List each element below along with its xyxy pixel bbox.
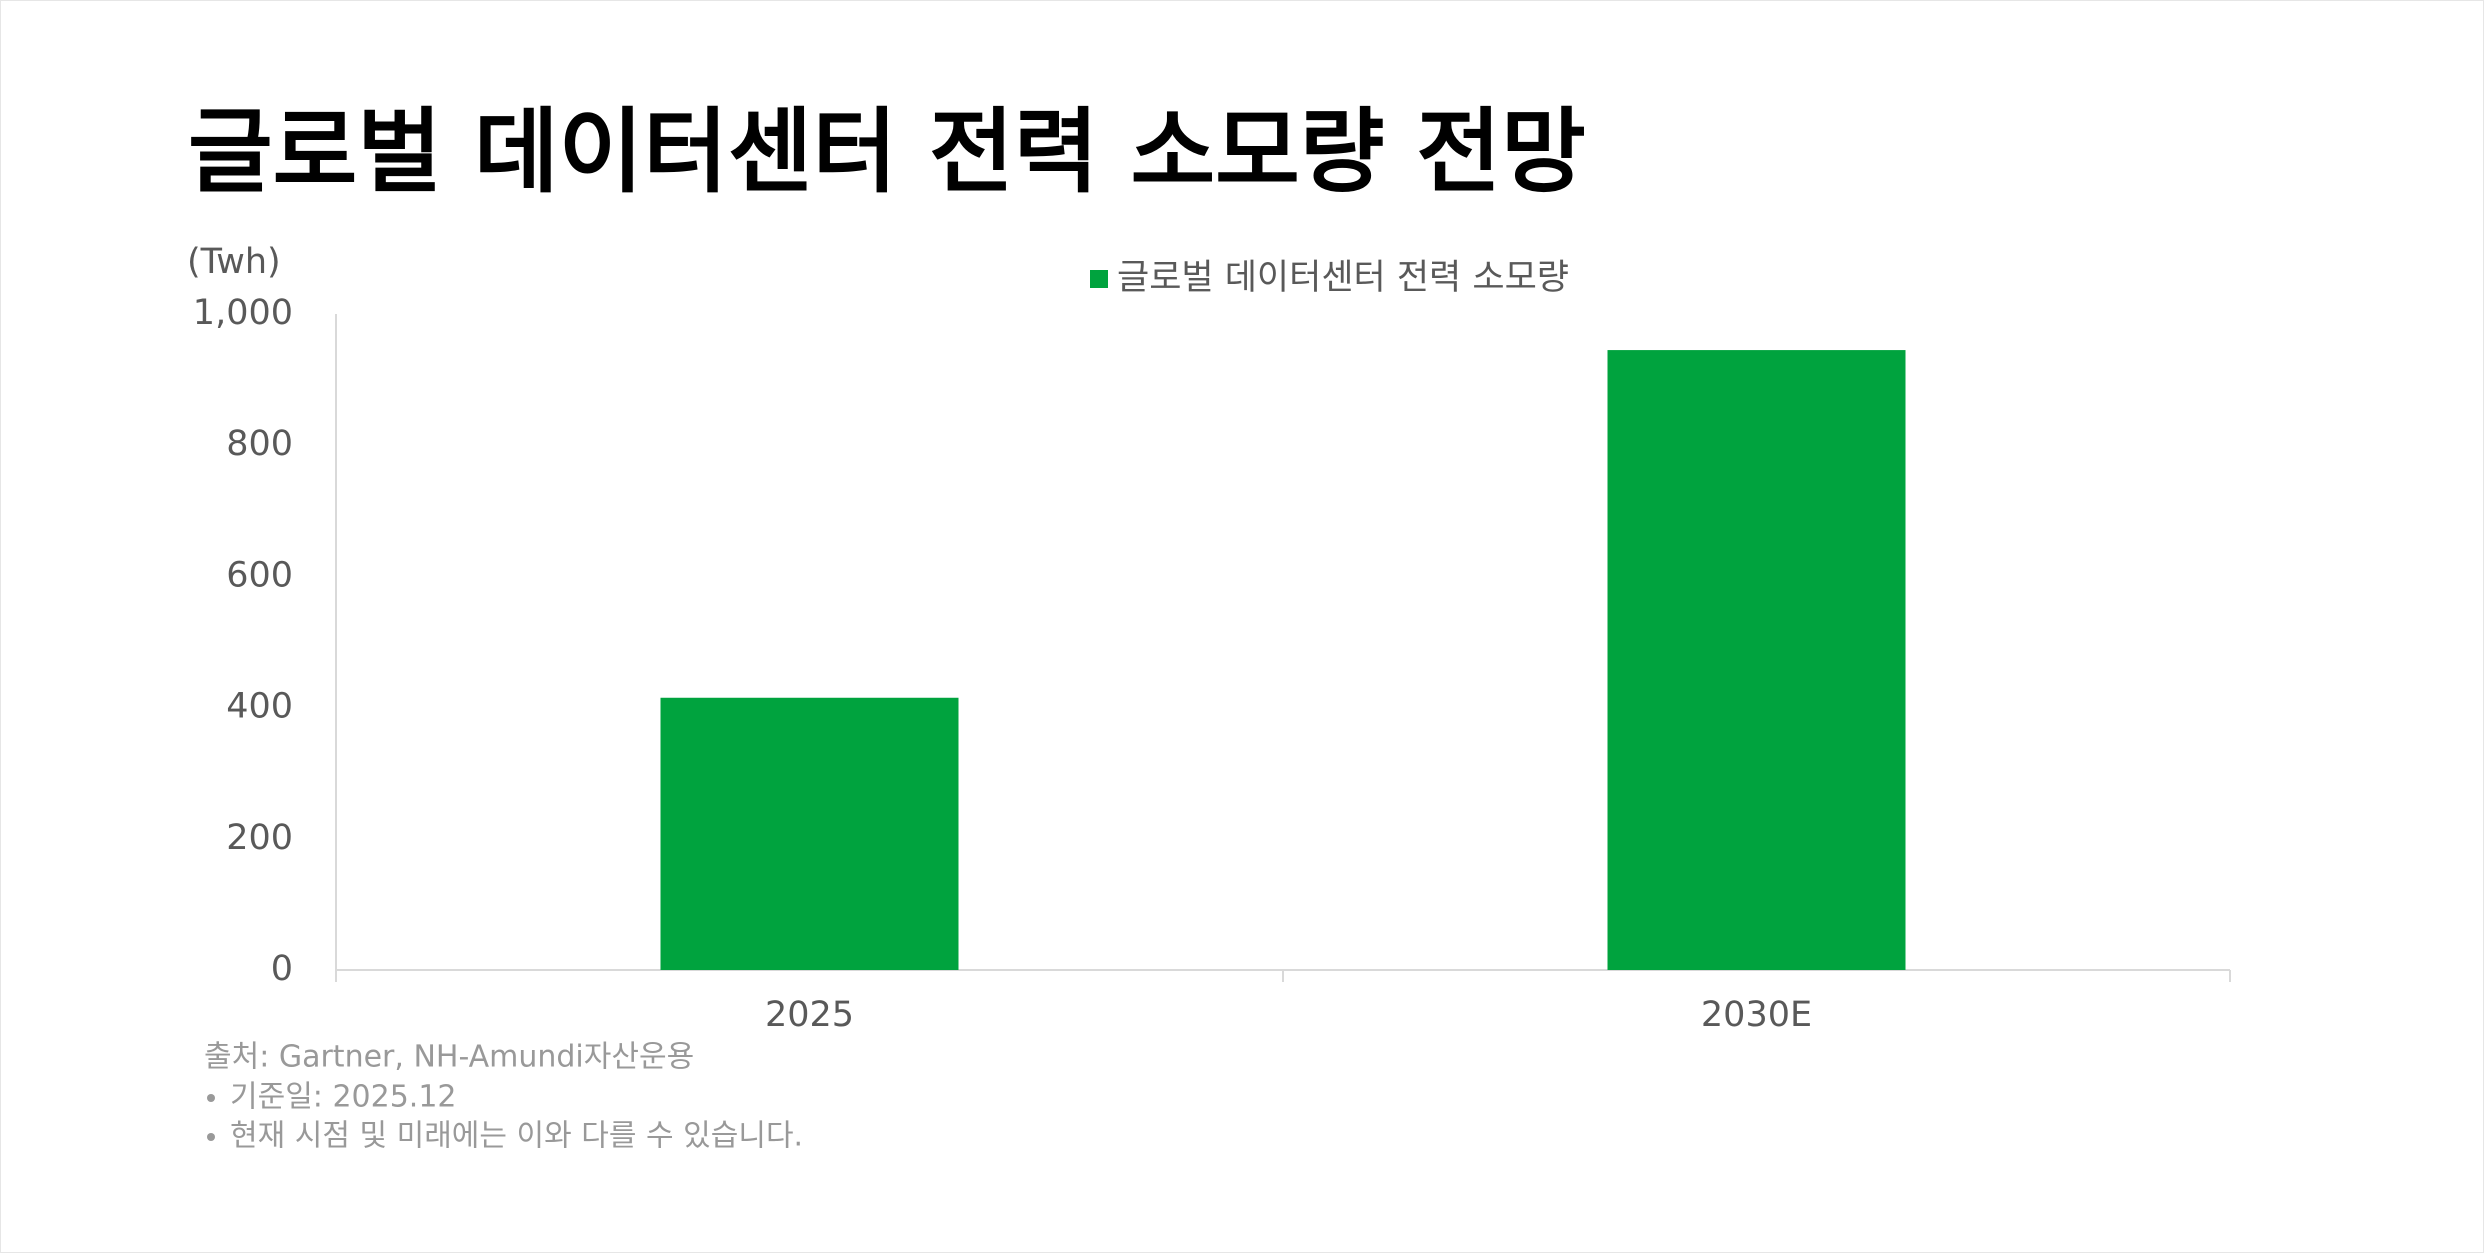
- y-unit: (Twh): [187, 242, 281, 282]
- bar: [1607, 350, 1906, 971]
- y-tick-label: 1,000: [193, 293, 293, 333]
- y-tick-label: 800: [226, 424, 293, 464]
- x-tick-label: 2030E: [1701, 995, 1812, 1035]
- chart-title: 글로벌 데이터센터 전력 소모량 전망: [188, 98, 1586, 205]
- legend-swatch: [1090, 270, 1108, 288]
- y-tick-label: 400: [226, 687, 293, 727]
- bar: [660, 697, 959, 970]
- y-tick-label: 600: [226, 555, 293, 595]
- source: 출처: Gartner, NH-Amundi자산운용: [204, 1040, 694, 1075]
- bullet: [207, 1133, 215, 1141]
- note: 기준일: 2025.12: [230, 1080, 457, 1115]
- y-tick-label: 200: [226, 818, 293, 858]
- x-tick-label: 2025: [765, 995, 854, 1035]
- bullet: [207, 1094, 215, 1102]
- y-tick-label: 0: [271, 949, 293, 989]
- note: 현재 시점 및 미래에는 이와 다를 수 있습니다.: [230, 1119, 803, 1154]
- legend-label: 글로벌 데이터센터 전력 소모량: [1117, 258, 1569, 298]
